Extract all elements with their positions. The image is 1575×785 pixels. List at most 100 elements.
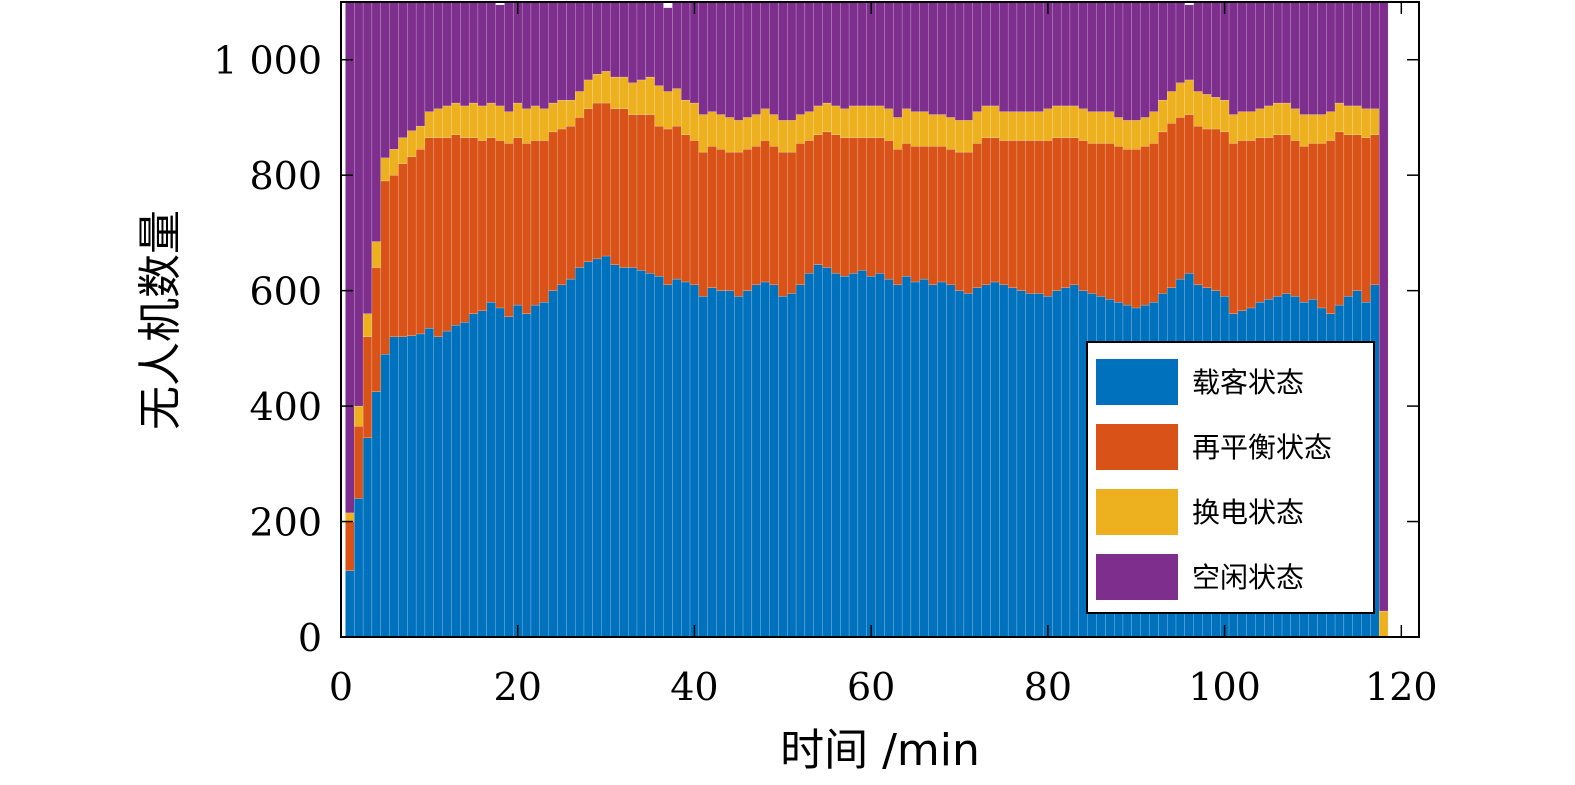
bar-segment-0-t20 [513, 304, 523, 638]
bar-segment-2-t116 [1361, 108, 1371, 138]
bar-segment-3-t107 [1281, 1, 1292, 104]
bar-segment-0-t52 [795, 284, 806, 638]
bar-segment-0-t27 [575, 267, 585, 638]
bar-segment-1-t115 [1352, 134, 1362, 291]
x-tick-label: 20 [494, 665, 542, 709]
bar-segment-0-t50 [778, 296, 788, 638]
bar-segment-3-t45 [734, 1, 744, 121]
bar-segment-3-t65 [910, 1, 920, 112]
bar-segment-3-t29 [592, 1, 602, 75]
bar-segment-2-t26 [566, 99, 576, 127]
bar-segment-2-t20 [513, 102, 523, 138]
bar-segment-0-t6 [389, 336, 399, 638]
bar-segment-2-t118 [1379, 610, 1389, 638]
bar-segment-0-t16 [477, 310, 487, 638]
bar-segment-1-t105 [1264, 137, 1274, 300]
bar-segment-0-t40 [689, 284, 700, 638]
bar-segment-3-t74 [990, 1, 1000, 107]
bar-segment-2-t4 [371, 241, 381, 268]
bar-segment-0-t1 [345, 570, 355, 638]
bar-segment-1-t78 [1025, 140, 1035, 294]
bar-segment-3-t37 [663, 7, 673, 92]
bar-segment-1-t109 [1299, 146, 1309, 303]
bar-segment-2-t1 [345, 512, 355, 522]
bar-segment-0-t22 [530, 304, 540, 638]
bar-segment-0-t80 [1043, 296, 1053, 638]
bar-segment-0-t13 [451, 325, 461, 638]
bar-segment-1-t41 [698, 151, 708, 297]
bar-segment-2-t114 [1343, 105, 1353, 135]
bar-segment-3-t117 [1370, 1, 1380, 109]
bar-segment-1-t77 [1016, 140, 1026, 291]
bar-segment-1-t111 [1317, 143, 1327, 309]
bar-segment-1-t13 [451, 134, 461, 326]
bar-segment-2-t54 [813, 105, 823, 135]
bar-segment-3-t24 [548, 1, 558, 104]
bar-segment-1-t106 [1273, 134, 1283, 297]
bar-segment-1-t107 [1281, 134, 1292, 294]
bar-segment-2-t53 [804, 111, 814, 141]
bar-segment-1-t80 [1043, 140, 1053, 297]
bar-segment-1-t38 [672, 125, 682, 280]
bar-segment-3-t89 [1122, 1, 1132, 121]
bar-segment-2-t9 [415, 125, 426, 150]
bar-segment-3-t62 [884, 1, 894, 109]
bar-segment-3-t6 [389, 1, 399, 150]
bar-segment-3-t2 [354, 1, 364, 407]
bar-segment-0-t33 [628, 267, 638, 638]
bar-segment-1-t72 [972, 143, 982, 288]
bar-segment-2-t76 [1007, 111, 1018, 141]
bar-segment-1-t70 [954, 151, 965, 291]
bar-segment-1-t35 [645, 114, 655, 274]
bar-segment-3-t94 [1167, 1, 1177, 92]
bar-segment-1-t114 [1343, 134, 1353, 297]
bar-segment-1-t39 [681, 134, 691, 283]
bar-segment-2-t62 [884, 108, 894, 141]
bar-segment-2-t117 [1370, 108, 1380, 135]
legend-swatch [1096, 489, 1178, 535]
bar-segment-2-t101 [1228, 114, 1239, 144]
bar-segment-3-t75 [999, 1, 1009, 112]
bar-segment-2-t55 [822, 102, 832, 133]
bar-segment-3-t14 [460, 1, 470, 107]
legend-swatch [1096, 424, 1178, 470]
axis-ticks: 0 20 40 60 80 100 120 0 200 400 600 800 1 000 [213, 2, 1438, 709]
bar-segment-1-t60 [866, 137, 876, 277]
bar-segment-3-t21 [521, 1, 532, 109]
bar-segment-0-t26 [566, 278, 576, 638]
bar-segment-2-t45 [734, 120, 744, 153]
bar-segment-0-t61 [875, 273, 885, 638]
bar-segment-0-t83 [1069, 284, 1079, 638]
bar-segment-0-t29 [592, 258, 602, 638]
bar-segment-3-t57 [840, 1, 850, 109]
bar-segment-1-t69 [946, 149, 956, 286]
bar-segment-0-t25 [557, 284, 567, 638]
bar-segment-3-t99 [1211, 1, 1221, 98]
bar-segment-2-t80 [1043, 108, 1053, 141]
bar-segment-1-t15 [468, 137, 479, 314]
bar-segment-0-t65 [910, 281, 920, 638]
bar-segment-3-t56 [831, 1, 841, 107]
bar-segment-1-t51 [787, 151, 797, 294]
bar-segment-0-t44 [725, 290, 735, 638]
bar-segment-0-t45 [734, 296, 744, 638]
bar-segment-1-t48 [760, 140, 770, 283]
bar-segment-1-t34 [636, 114, 646, 271]
bar-segment-1-t44 [725, 151, 735, 291]
bar-segment-2-t93 [1158, 99, 1168, 133]
bar-segment-1-t52 [795, 143, 806, 286]
bar-segment-2-t56 [831, 105, 841, 135]
bar-segment-1-t113 [1334, 131, 1345, 306]
bar-segment-2-t68 [937, 114, 947, 147]
bar-segment-1-t22 [530, 140, 540, 306]
bar-segment-1-t4 [371, 267, 381, 392]
bar-segment-3-t7 [398, 1, 408, 138]
bar-segment-2-t94 [1167, 91, 1177, 124]
bar-segment-0-t24 [548, 290, 558, 638]
bar-segment-2-t46 [742, 117, 753, 150]
bar-segment-2-t87 [1105, 111, 1115, 144]
bar-segment-2-t52 [795, 114, 806, 144]
bar-segment-2-t89 [1122, 120, 1132, 150]
bar-segment-3-t23 [539, 1, 549, 109]
bar-segment-1-t92 [1149, 143, 1159, 303]
